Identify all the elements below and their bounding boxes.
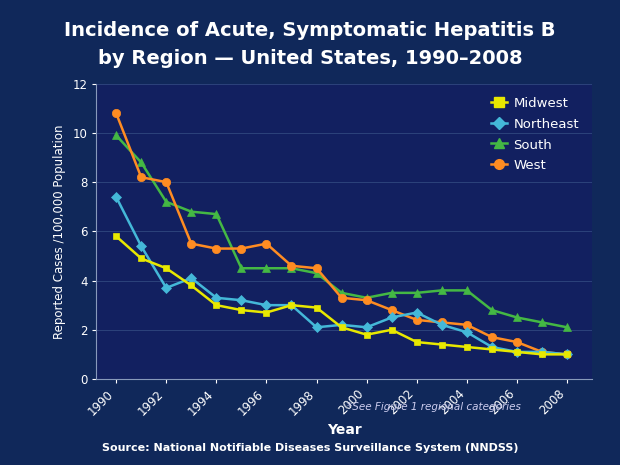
- Y-axis label: Reported Cases /100,000 Population: Reported Cases /100,000 Population: [53, 124, 66, 339]
- Text: *See Figure 1 regional categories: *See Figure 1 regional categories: [347, 402, 521, 412]
- Text: Incidence of Acute, Symptomatic Hepatitis B: Incidence of Acute, Symptomatic Hepatiti…: [64, 21, 556, 40]
- X-axis label: Year: Year: [327, 423, 361, 437]
- Legend: Midwest, Northeast, South, West: Midwest, Northeast, South, West: [484, 90, 585, 179]
- Text: Source: National Notifiable Diseases Surveillance System (NNDSS): Source: National Notifiable Diseases Sur…: [102, 443, 518, 453]
- Text: by Region — United States, 1990–2008: by Region — United States, 1990–2008: [98, 49, 522, 68]
